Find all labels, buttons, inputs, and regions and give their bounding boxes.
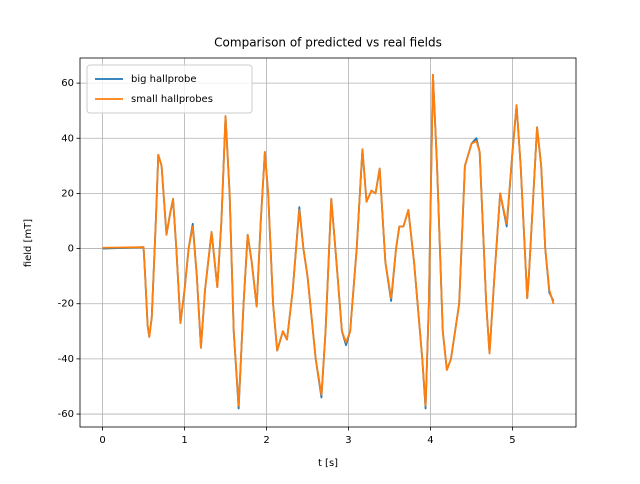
- legend-label: big hallprobe: [131, 74, 197, 85]
- chart-title: Comparison of predicted vs real fields: [214, 36, 442, 50]
- legend-label: small hallprobes: [131, 94, 213, 105]
- x-axis-label: t [s]: [318, 458, 338, 469]
- x-tick-label: 3: [345, 435, 351, 446]
- y-axis-label: field [mT]: [23, 219, 34, 268]
- y-tick-label: 40: [61, 133, 74, 144]
- x-tick-label: 2: [263, 435, 269, 446]
- x-tick-label: 5: [509, 435, 515, 446]
- y-tick-label: 60: [61, 78, 74, 89]
- x-tick-label: 0: [99, 435, 105, 446]
- legend-box: [86, 64, 253, 114]
- y-tick-label: -40: [58, 354, 74, 365]
- y-tick-label: 0: [68, 244, 74, 255]
- data-line: [102, 73, 555, 407]
- x-tick-label: 1: [181, 435, 187, 446]
- y-tick-label: -20: [58, 299, 74, 310]
- y-tick-label: 20: [61, 188, 74, 199]
- y-tick-label: -60: [58, 409, 74, 420]
- plot-frame: [79, 57, 577, 428]
- x-tick-label: 4: [427, 435, 433, 446]
